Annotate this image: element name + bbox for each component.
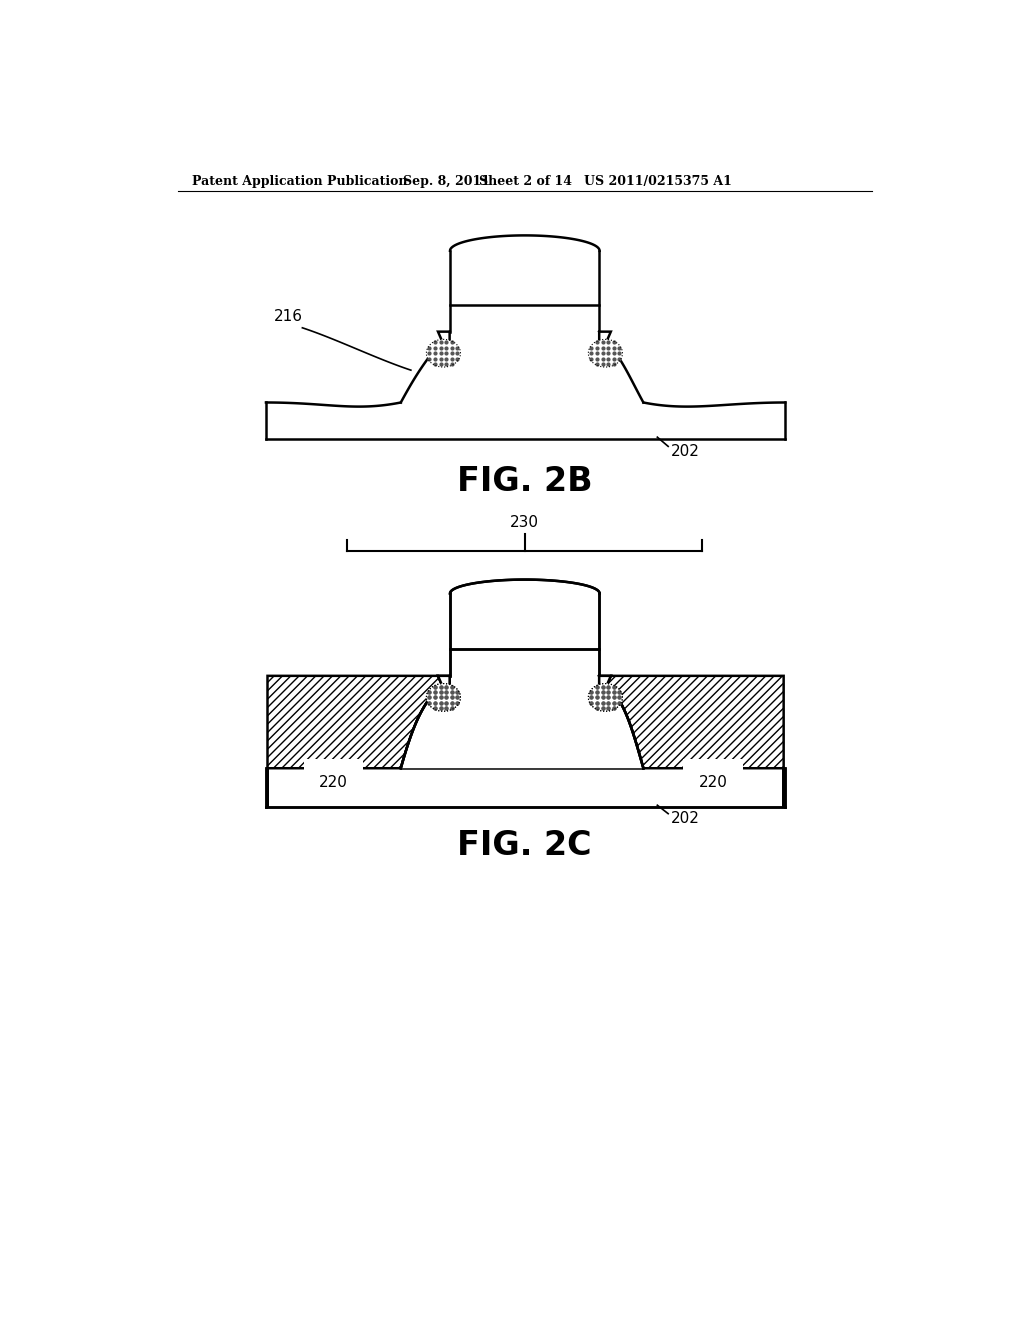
Text: Sep. 8, 2011: Sep. 8, 2011 — [403, 176, 490, 189]
Text: 220: 220 — [318, 775, 348, 789]
Ellipse shape — [589, 684, 623, 711]
Text: 202: 202 — [671, 444, 699, 458]
Text: Patent Application Publication: Patent Application Publication — [193, 176, 408, 189]
Ellipse shape — [589, 684, 623, 711]
Ellipse shape — [426, 339, 461, 367]
Text: 216: 216 — [273, 309, 303, 323]
Bar — [266, 768, 785, 807]
Bar — [266, 403, 785, 440]
Text: 206: 206 — [507, 694, 536, 709]
Text: 202: 202 — [671, 810, 699, 826]
Ellipse shape — [589, 339, 623, 367]
Text: Sheet 2 of 14: Sheet 2 of 14 — [479, 176, 572, 189]
Text: 230: 230 — [510, 515, 540, 529]
Ellipse shape — [426, 684, 461, 711]
Polygon shape — [599, 331, 611, 359]
Ellipse shape — [426, 684, 461, 711]
Polygon shape — [599, 676, 783, 807]
Polygon shape — [599, 676, 611, 702]
Polygon shape — [400, 676, 643, 768]
Text: FIG. 2C: FIG. 2C — [458, 829, 592, 862]
Polygon shape — [438, 676, 450, 702]
Polygon shape — [438, 676, 450, 702]
Polygon shape — [438, 331, 450, 359]
Text: 220: 220 — [698, 775, 728, 789]
Polygon shape — [267, 676, 450, 807]
Text: US 2011/0215375 A1: US 2011/0215375 A1 — [584, 176, 731, 189]
Polygon shape — [599, 676, 611, 702]
Text: FIG. 2B: FIG. 2B — [457, 466, 593, 499]
